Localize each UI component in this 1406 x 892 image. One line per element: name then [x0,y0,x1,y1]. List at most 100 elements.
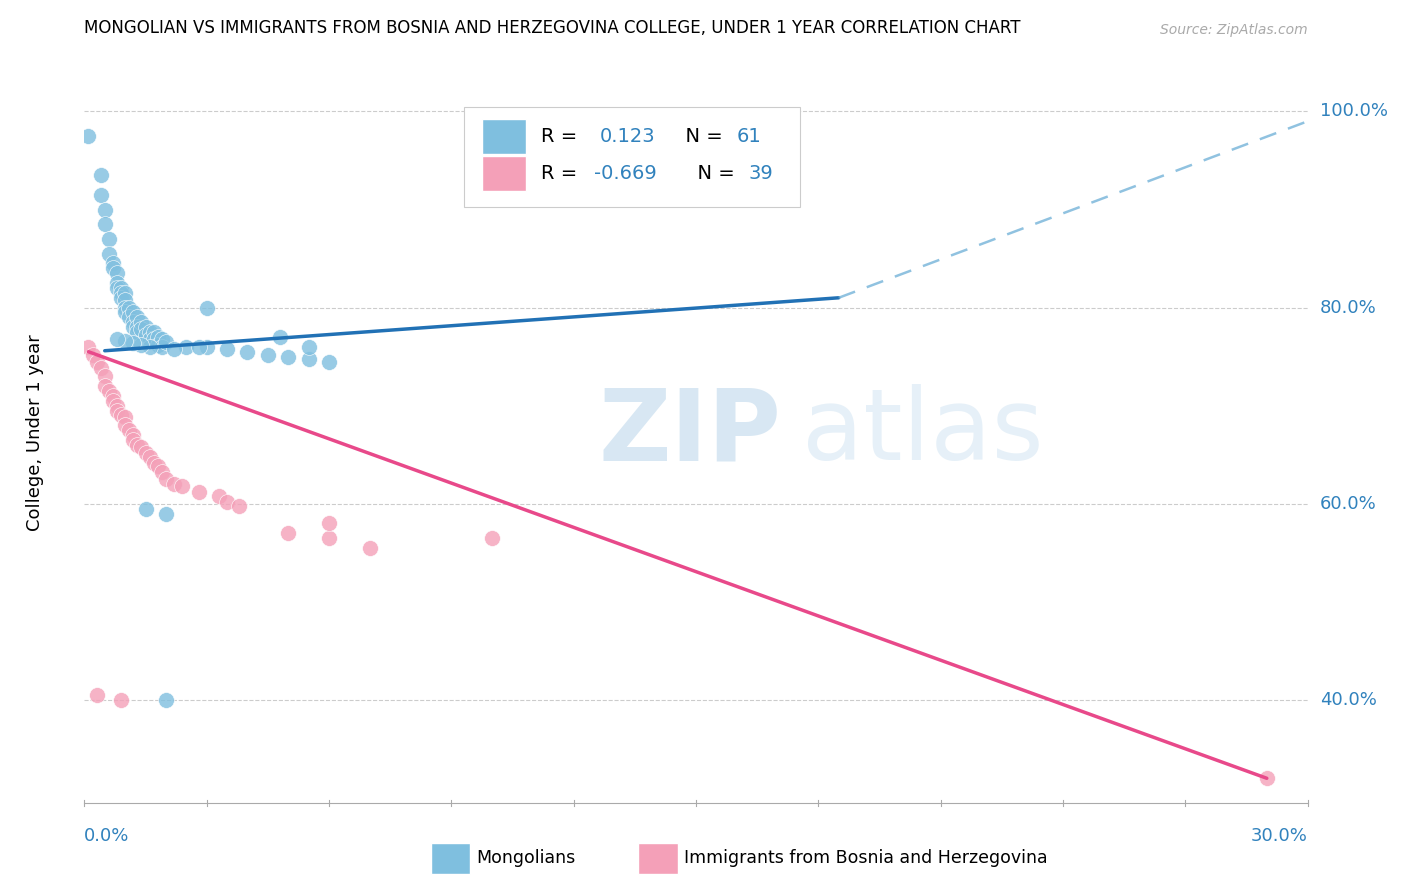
Point [110,281,132,295]
Point [127,320,149,334]
Point [236,344,259,359]
Point [105,332,128,346]
Point [481,531,503,545]
Text: R =: R = [541,127,589,146]
Point [138,450,160,464]
Point [174,340,197,354]
Point [105,399,128,413]
Point [105,276,128,290]
Point [122,305,145,319]
Text: 40.0%: 40.0% [1320,690,1376,709]
Point [142,325,165,339]
Point [114,410,136,425]
Point [97,232,120,246]
Point [93,379,115,393]
Point [97,246,120,260]
Point [93,369,115,384]
Point [195,340,218,354]
Point [155,472,177,486]
Point [105,281,128,295]
Point [155,507,177,521]
Point [1256,772,1278,786]
Point [105,403,128,417]
Point [77,128,100,143]
Text: 100.0%: 100.0% [1320,103,1388,120]
Point [127,325,149,339]
Point [135,320,157,334]
Point [101,393,124,408]
Point [163,477,186,491]
Point [114,334,136,348]
Point [146,330,169,344]
Point [122,428,145,442]
Point [150,332,173,346]
Point [257,348,280,362]
FancyBboxPatch shape [464,107,800,207]
Text: MONGOLIAN VS IMMIGRANTS FROM BOSNIA AND HERZEGOVINA COLLEGE, UNDER 1 YEAR CORREL: MONGOLIAN VS IMMIGRANTS FROM BOSNIA AND … [84,19,1021,37]
Text: College, Under 1 year: College, Under 1 year [27,334,45,531]
Point [101,261,124,276]
Text: Immigrants from Bosnia and Herzegovina: Immigrants from Bosnia and Herzegovina [683,849,1047,867]
Point [150,466,173,480]
Point [90,187,112,202]
Point [82,348,104,362]
Point [86,354,108,368]
Point [110,409,132,423]
Point [114,301,136,315]
Point [163,342,186,356]
Point [118,423,141,437]
Text: ZIP: ZIP [598,384,780,481]
FancyBboxPatch shape [430,843,470,874]
Text: 60.0%: 60.0% [1320,495,1376,513]
Point [318,354,340,368]
Text: 39: 39 [748,164,773,183]
Point [131,440,153,454]
Point [131,315,153,329]
Point [122,335,145,350]
Text: Source: ZipAtlas.com: Source: ZipAtlas.com [1160,22,1308,37]
Point [155,334,177,349]
Point [146,338,169,352]
Point [131,338,153,352]
Point [110,285,132,300]
Point [142,456,165,470]
Point [138,325,160,339]
Point [110,693,132,707]
Point [90,361,112,376]
Point [277,526,299,541]
Point [93,202,115,217]
Text: 61: 61 [737,127,761,146]
FancyBboxPatch shape [482,120,526,153]
Point [138,340,160,354]
Point [208,489,231,503]
Point [150,340,173,354]
Point [187,340,209,354]
Point [127,438,149,452]
Point [110,291,132,305]
Text: N =: N = [672,127,728,146]
Point [122,315,145,329]
Text: 0.123: 0.123 [599,127,655,146]
Point [118,310,141,325]
Point [318,531,340,545]
Point [114,285,136,300]
Point [135,501,157,516]
Point [105,266,128,280]
Point [101,389,124,403]
Text: 30.0%: 30.0% [1251,827,1308,846]
Text: 0.0%: 0.0% [84,827,129,846]
FancyBboxPatch shape [638,843,678,874]
Point [101,256,124,270]
Point [93,217,115,231]
Point [118,301,141,315]
Text: atlas: atlas [803,384,1045,481]
Point [114,418,136,433]
Point [127,310,149,325]
Point [77,340,100,354]
Text: R =: R = [541,164,583,183]
Point [86,688,108,702]
Point [195,301,218,315]
Point [135,446,157,460]
Point [172,479,194,493]
Point [97,384,120,398]
